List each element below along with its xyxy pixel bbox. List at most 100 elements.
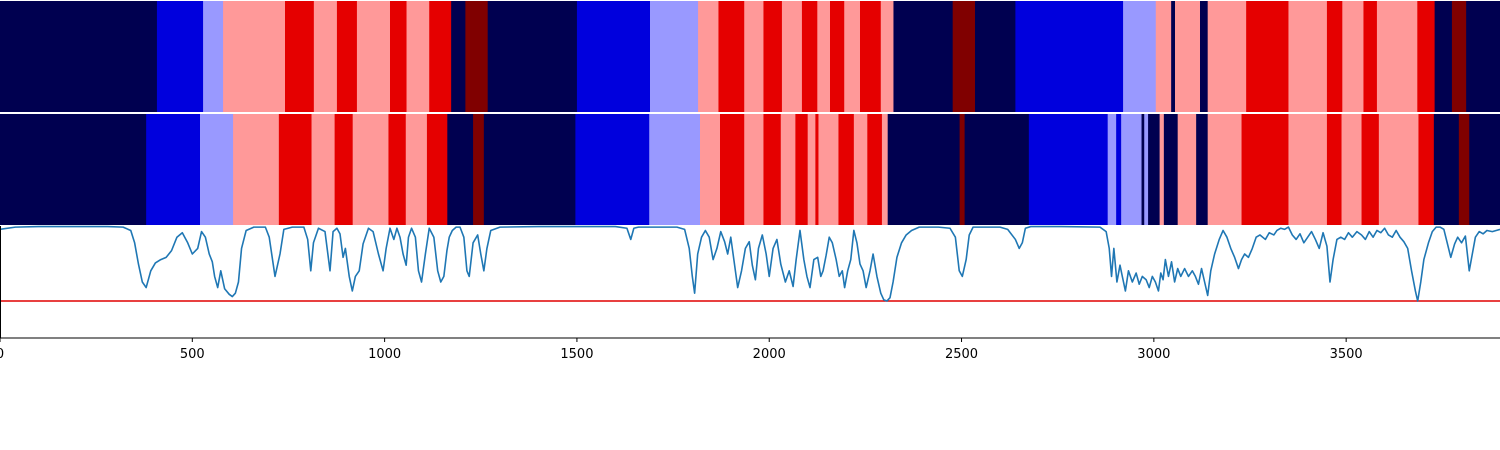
- heatmap-segment: [959, 114, 966, 225]
- heatmap-segment: [844, 1, 861, 112]
- heatmap-segment: [1466, 1, 1500, 112]
- heatmap-segment: [1196, 114, 1209, 225]
- heatmap-segment: [1326, 114, 1342, 225]
- heatmap-segment: [1451, 1, 1467, 112]
- heatmap-segment: [1107, 114, 1117, 225]
- heatmap-segment: [1116, 114, 1122, 225]
- heatmap-segment: [388, 114, 407, 225]
- heatmap-segment: [278, 114, 312, 225]
- heatmap-segment: [807, 114, 816, 225]
- heatmap-segment: [447, 114, 474, 225]
- heatmap-segment: [975, 1, 1016, 112]
- heatmap-segment: [405, 114, 428, 225]
- series-line: [0, 225, 1500, 302]
- heatmap-segment: [964, 114, 1030, 225]
- heatmap-segment: [356, 1, 391, 112]
- heatmap-segment: [1207, 114, 1242, 225]
- heatmap-segment: [880, 1, 894, 112]
- heatmap-segment: [1200, 1, 1209, 112]
- heatmap-segment: [1361, 114, 1380, 225]
- heatmap-segment: [763, 1, 783, 112]
- heatmap-segment: [1015, 1, 1124, 112]
- heatmap-segment: [1207, 1, 1247, 112]
- heatmap-segment: [1378, 114, 1419, 225]
- heatmap-segment: [406, 1, 430, 112]
- heatmap-segment: [426, 114, 448, 225]
- x-tick-label: 3500: [1330, 347, 1363, 362]
- heatmap-segment: [1342, 1, 1364, 112]
- heatmap-segment: [1121, 114, 1142, 225]
- heatmap-segment: [1469, 114, 1500, 225]
- heatmap-segment: [1177, 114, 1197, 225]
- heatmap-segment: [853, 114, 868, 225]
- heatmap-segment: [718, 1, 745, 112]
- heatmap-segment: [0, 1, 158, 112]
- heatmap-segment: [1418, 114, 1435, 225]
- heatmap-segment: [1246, 1, 1289, 112]
- heatmap-segment: [1417, 1, 1436, 112]
- heatmap-segment: [223, 1, 286, 112]
- heatmap-segment: [838, 114, 855, 225]
- heatmap-segment: [311, 114, 336, 225]
- heatmap-segment: [1175, 1, 1201, 112]
- heatmap-segment: [780, 114, 796, 225]
- heatmap-segment: [744, 1, 764, 112]
- heatmap-segment: [815, 114, 819, 225]
- heatmap-segment: [1288, 114, 1328, 225]
- heatmap-segment: [1288, 1, 1328, 112]
- heatmap-segment: [0, 114, 147, 225]
- heatmap-segment: [1141, 114, 1145, 225]
- heatmap-segment: [1458, 114, 1470, 225]
- heatmap-segment: [1241, 114, 1289, 225]
- heatmap-segment: [390, 1, 407, 112]
- x-tick-label: 1000: [368, 347, 401, 362]
- heatmap-segment: [146, 114, 201, 225]
- heatmap-segment: [830, 1, 845, 112]
- heatmap-segment: [1148, 114, 1161, 225]
- heatmap-segment: [336, 1, 358, 112]
- heatmap-segment: [881, 114, 889, 225]
- heatmap-segment: [860, 1, 882, 112]
- heatmap-segment: [795, 114, 809, 225]
- heatmap-segment: [465, 1, 489, 112]
- heatmap-segment: [763, 114, 782, 225]
- x-tick-label: 0: [0, 347, 4, 362]
- heatmap-segment: [1433, 114, 1460, 225]
- heatmap-segment: [720, 114, 745, 225]
- heatmap-segment: [156, 1, 204, 112]
- heatmap-segment: [200, 114, 234, 225]
- heatmap-segment: [952, 1, 976, 112]
- heatmap-tracks: [0, 0, 1500, 225]
- heatmap-segment: [451, 1, 466, 112]
- heatmap-segment: [285, 1, 315, 112]
- heatmap-segment: [887, 114, 961, 225]
- heatmap-segment: [203, 1, 224, 112]
- heatmap-segment: [650, 1, 699, 112]
- line-panel: [0, 225, 1500, 339]
- heatmap-segment: [487, 1, 578, 112]
- heatmap-track-1: [0, 1, 1500, 112]
- heatmap-segment: [1144, 114, 1149, 225]
- heatmap-segment: [334, 114, 354, 225]
- x-tick-label: 1500: [560, 347, 593, 362]
- heatmap-track-2: [0, 114, 1500, 225]
- x-tick-label: 500: [180, 347, 205, 362]
- heatmap-segment: [1341, 114, 1362, 225]
- heatmap-segment: [352, 114, 389, 225]
- heatmap-segment: [1123, 1, 1157, 112]
- heatmap-segment: [1028, 114, 1109, 225]
- x-tick-label: 3000: [1137, 347, 1170, 362]
- heatmap-segment: [1155, 1, 1172, 112]
- x-tick-label: 2000: [753, 347, 786, 362]
- heatmap-segment: [483, 114, 576, 225]
- heatmap-segment: [575, 114, 650, 225]
- heatmap-segment: [1363, 1, 1378, 112]
- heatmap-segment: [233, 114, 280, 225]
- heatmap-segment: [576, 1, 651, 112]
- heatmap-segment: [313, 1, 338, 112]
- heatmap-segment: [700, 114, 721, 225]
- heatmap-segment: [698, 1, 719, 112]
- heatmap-segment: [818, 114, 839, 225]
- heatmap-segment: [1159, 114, 1165, 225]
